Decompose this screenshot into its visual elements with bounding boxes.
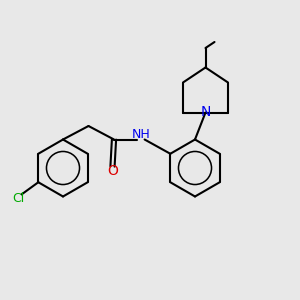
Text: Cl: Cl bbox=[13, 192, 25, 205]
Text: N: N bbox=[200, 106, 211, 119]
Text: O: O bbox=[107, 164, 118, 178]
Text: NH: NH bbox=[132, 128, 150, 142]
